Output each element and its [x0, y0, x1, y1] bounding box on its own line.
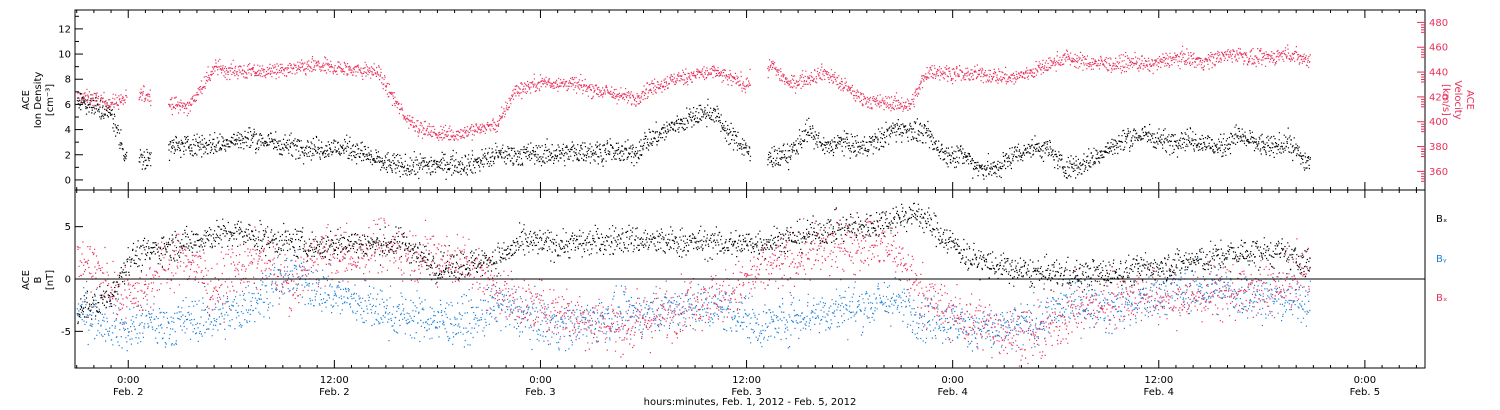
- xtick-time-label: 12:00: [320, 375, 349, 386]
- density-axis-title-line3: [cm⁻³]: [45, 84, 56, 116]
- velocity-axis-title-line3: [km/s]: [1440, 84, 1451, 116]
- velocity-ytick-label: 480: [1429, 18, 1448, 29]
- xtick-time-label: 12:00: [1144, 375, 1173, 386]
- density-ytick-label: 12: [58, 24, 71, 35]
- velocity-axis-title-line1: ACE: [1464, 90, 1475, 110]
- density-ytick-label: 4: [65, 125, 71, 136]
- density-ytick-label: 2: [65, 150, 71, 161]
- density-ytick-label: 0: [65, 175, 71, 186]
- xtick-time-label: 0:00: [529, 375, 551, 386]
- magnetic-field-points: [76, 202, 1311, 367]
- xtick-time-label: 0:00: [117, 375, 139, 386]
- density-velocity-points: [76, 44, 1311, 180]
- xtick-time-label: 0:00: [1354, 375, 1376, 386]
- velocity-points: [76, 44, 1311, 141]
- xtick-date-label: Feb. 3: [731, 387, 761, 398]
- density-ytick-label: 8: [65, 75, 71, 86]
- legend-by: Bᵧ: [1436, 254, 1447, 265]
- xtick-date-label: Feb. 4: [1144, 387, 1174, 398]
- field-ytick-label: 5: [65, 222, 71, 233]
- legend-bx: Bₓ: [1436, 214, 1447, 225]
- velocity-ytick-label: 400: [1429, 117, 1448, 128]
- xtick-date-label: Feb. 5: [1350, 387, 1380, 398]
- velocity-ytick-label: 380: [1429, 142, 1448, 153]
- velocity-axis-title-line2: Velocity: [1452, 80, 1463, 119]
- By-points: [76, 249, 1311, 352]
- xtick-date-label: Feb. 4: [937, 387, 967, 398]
- density-axis-title: ACE Ion Density [cm⁻³]: [21, 72, 56, 129]
- field-ytick-label: -5: [61, 327, 71, 338]
- density-ytick-label: 6: [65, 100, 71, 111]
- xtick-date-label: Feb. 3: [525, 387, 555, 398]
- xtick-date-label: Feb. 2: [319, 387, 349, 398]
- field-ytick-label: 0: [65, 275, 71, 286]
- field-axis-title-line2: B: [33, 276, 44, 283]
- xtick-time-label: 12:00: [732, 375, 761, 386]
- xlabel: hours:minutes, Feb. 1, 2012 - Feb. 5, 20…: [644, 397, 857, 408]
- legend-bz: Bₓ: [1436, 293, 1447, 304]
- field-axis-title-line3: [nT]: [45, 270, 56, 290]
- Bz-points: [76, 208, 1311, 367]
- axes: 024681012360380400420440460480-5050:00Fe…: [58, 10, 1448, 398]
- velocity-ytick-label: 440: [1429, 68, 1448, 79]
- velocity-ytick-label: 420: [1429, 92, 1448, 103]
- xtick-date-label: Feb. 2: [113, 387, 143, 398]
- density-axis-title-line2: Ion Density: [33, 72, 44, 129]
- field-axis-title: ACE B [nT]: [21, 270, 56, 290]
- density-points: [76, 92, 1311, 180]
- xtick-time-label: 0:00: [941, 375, 963, 386]
- velocity-axis-title: ACE Velocity [km/s]: [1440, 80, 1475, 119]
- density-axis-title-line1: ACE: [21, 90, 32, 110]
- field-axis-title-line1: ACE: [21, 270, 32, 290]
- density-panel-frame: [74, 9, 1426, 191]
- velocity-ytick-label: 360: [1429, 167, 1448, 178]
- velocity-ytick-label: 460: [1429, 43, 1448, 54]
- Bx-points: [76, 202, 1311, 325]
- density-ytick-label: 10: [58, 50, 71, 61]
